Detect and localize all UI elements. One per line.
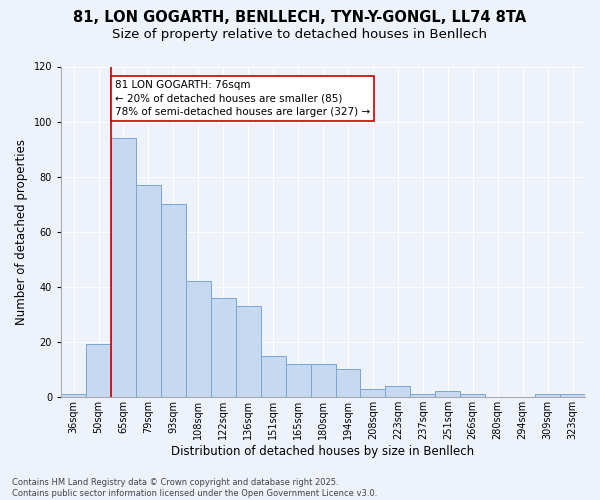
- Bar: [186, 281, 211, 397]
- Bar: [385, 386, 410, 397]
- X-axis label: Distribution of detached houses by size in Benllech: Distribution of detached houses by size …: [172, 444, 475, 458]
- Text: Size of property relative to detached houses in Benllech: Size of property relative to detached ho…: [113, 28, 487, 41]
- Bar: [136, 185, 161, 397]
- Bar: [436, 392, 460, 397]
- Text: Contains HM Land Registry data © Crown copyright and database right 2025.
Contai: Contains HM Land Registry data © Crown c…: [12, 478, 377, 498]
- Bar: [560, 394, 585, 397]
- Bar: [460, 394, 485, 397]
- Bar: [86, 344, 111, 397]
- Bar: [410, 394, 436, 397]
- Bar: [111, 138, 136, 397]
- Text: 81, LON GOGARTH, BENLLECH, TYN-Y-GONGL, LL74 8TA: 81, LON GOGARTH, BENLLECH, TYN-Y-GONGL, …: [73, 10, 527, 25]
- Bar: [236, 306, 260, 397]
- Bar: [161, 204, 186, 397]
- Bar: [311, 364, 335, 397]
- Bar: [335, 370, 361, 397]
- Bar: [211, 298, 236, 397]
- Bar: [286, 364, 311, 397]
- Bar: [61, 394, 86, 397]
- Bar: [361, 388, 385, 397]
- Text: 81 LON GOGARTH: 76sqm
← 20% of detached houses are smaller (85)
78% of semi-deta: 81 LON GOGARTH: 76sqm ← 20% of detached …: [115, 80, 370, 116]
- Y-axis label: Number of detached properties: Number of detached properties: [15, 138, 28, 324]
- Bar: [260, 356, 286, 397]
- Bar: [535, 394, 560, 397]
